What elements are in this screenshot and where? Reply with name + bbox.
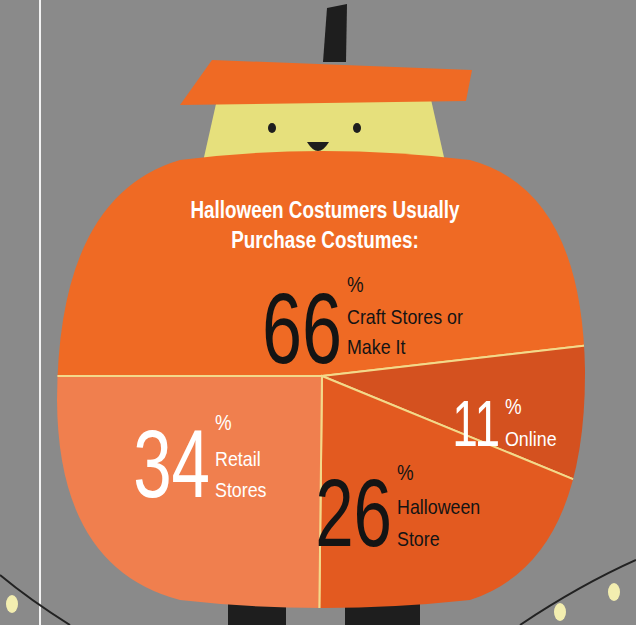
- value-label: 66: [262, 272, 342, 383]
- category-label: Craft Stores or: [347, 305, 463, 329]
- stem: [323, 4, 347, 62]
- value-label-unit: %: [505, 395, 522, 419]
- light-bulb: [6, 595, 18, 613]
- category-label: Halloween: [397, 495, 480, 519]
- value-label-unit: %: [215, 411, 232, 435]
- mouth: [307, 142, 329, 151]
- light-bulb: [608, 583, 620, 601]
- light-string: [0, 575, 70, 625]
- pie-slice: [0, 376, 322, 625]
- value-label: 34: [133, 410, 210, 518]
- category-label: Stores: [215, 478, 267, 502]
- light-bulb: [554, 603, 566, 621]
- title: Purchase Costumes:: [231, 227, 418, 252]
- divider-line: [39, 0, 41, 625]
- category-label: Retail: [215, 447, 261, 471]
- slices: [0, 0, 636, 625]
- labels: Halloween Costumers Usually Purchase Cost…: [133, 197, 556, 566]
- category-label: Make It: [347, 335, 406, 359]
- value-label: 11: [452, 389, 500, 460]
- value-label-unit: %: [347, 273, 364, 297]
- title: Halloween Costumers Usually: [190, 197, 459, 222]
- eye: [353, 123, 361, 133]
- light-string: [520, 560, 636, 625]
- value-label: 26: [315, 459, 392, 567]
- hat: [180, 60, 472, 105]
- category-label: Store: [397, 527, 440, 551]
- category-label: Online: [505, 427, 557, 451]
- infographic: Halloween Costumers Usually Purchase Cost…: [0, 0, 636, 625]
- eye: [268, 123, 276, 133]
- value-label-unit: %: [397, 461, 414, 485]
